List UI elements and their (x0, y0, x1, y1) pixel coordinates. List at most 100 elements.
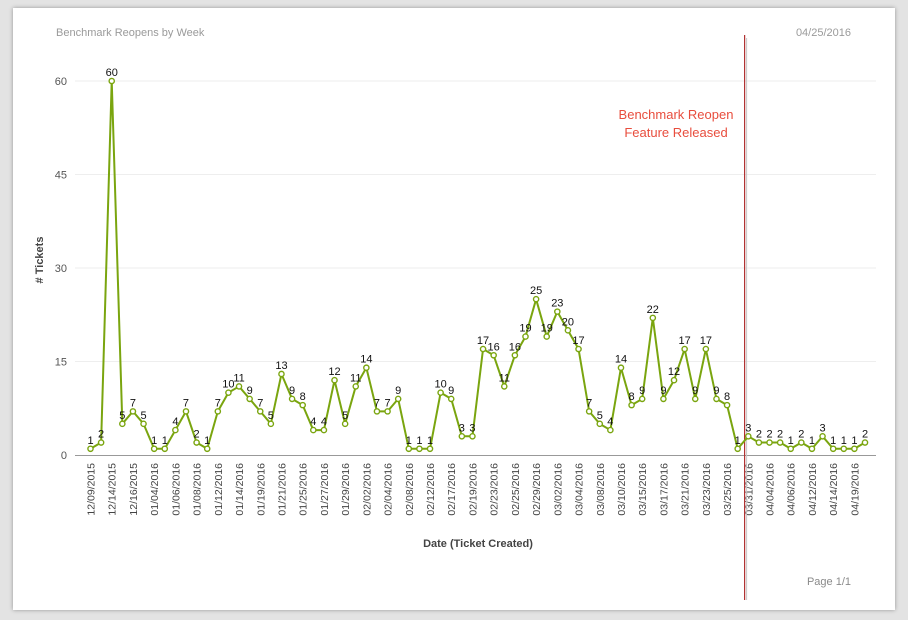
data-label: 17 (572, 335, 584, 347)
y-tick-label: 15 (55, 357, 67, 369)
data-label: 16 (488, 341, 500, 353)
data-point (267, 420, 275, 428)
data-label: 5 (268, 410, 274, 422)
data-point (702, 345, 710, 353)
x-tick-label: 03/23/2016 (701, 463, 713, 516)
x-tick-label: 03/02/2016 (552, 463, 564, 516)
data-point (607, 426, 614, 434)
data-point (235, 383, 243, 390)
x-tick-label: 02/08/2016 (404, 463, 416, 516)
data-label: 2 (766, 429, 772, 441)
data-point (713, 395, 720, 403)
data-point (140, 420, 147, 428)
data-label: 3 (819, 422, 825, 434)
report-page: Benchmark Reopens by Week 04/25/2016 Pag… (13, 8, 895, 610)
x-tick-label: 02/25/2016 (510, 463, 522, 516)
data-point (808, 445, 816, 453)
data-label: 2 (862, 429, 868, 441)
x-tick-label: 12/16/2015 (128, 463, 140, 516)
data-point (363, 364, 370, 372)
data-point (585, 408, 593, 415)
x-tick-label: 01/06/2016 (170, 463, 182, 516)
data-point (203, 445, 211, 453)
data-point (150, 445, 158, 453)
data-point (310, 426, 317, 434)
data-point (437, 389, 444, 396)
x-tick-label: 12/09/2015 (86, 463, 98, 516)
data-label: 17 (700, 335, 712, 347)
data-label: 3 (745, 422, 751, 434)
data-label: 1 (406, 435, 412, 447)
data-point (299, 401, 306, 409)
data-label: 22 (647, 304, 659, 316)
data-label: 16 (509, 341, 521, 353)
data-label: 25 (530, 285, 542, 297)
data-label: 2 (798, 429, 804, 441)
data-point (734, 445, 741, 453)
data-point (851, 445, 858, 453)
data-label: 7 (257, 397, 263, 409)
x-tick-label: 04/04/2016 (765, 463, 777, 516)
x-tick-label: 04/12/2016 (807, 463, 819, 516)
data-point (691, 395, 699, 403)
data-label: 8 (629, 391, 635, 403)
x-tick-label: 03/10/2016 (616, 463, 628, 516)
data-label: 7 (183, 397, 189, 409)
data-label: 9 (448, 385, 454, 397)
data-point (776, 439, 784, 446)
data-point (766, 439, 773, 446)
data-point (394, 395, 402, 403)
data-label: 8 (300, 391, 306, 403)
data-point (543, 333, 551, 340)
x-tick-label: 01/29/2016 (340, 463, 352, 516)
data-point (638, 395, 646, 403)
data-point (341, 420, 349, 428)
data-label: 2 (756, 429, 762, 441)
data-label: 1 (151, 435, 157, 447)
data-point (532, 295, 540, 303)
data-label: 4 (310, 416, 316, 428)
x-tick-label: 01/04/2016 (149, 463, 161, 516)
data-label: 1 (427, 435, 433, 447)
data-label: 3 (459, 422, 465, 434)
data-point (108, 77, 116, 85)
data-label: 1 (809, 435, 815, 447)
x-tick-label: 04/14/2016 (828, 463, 840, 516)
data-point (829, 445, 837, 453)
report-title: Benchmark Reopens by Week (56, 27, 205, 39)
y-tick-label: 60 (55, 76, 67, 88)
data-point (87, 445, 94, 453)
data-label: 14 (615, 354, 627, 366)
data-point (554, 308, 561, 315)
data-label: 1 (204, 435, 210, 447)
data-point (660, 395, 667, 403)
data-label: 9 (639, 385, 645, 397)
data-point (723, 401, 731, 409)
data-point (798, 439, 805, 446)
data-label: 9 (692, 385, 698, 397)
report-date: 04/25/2016 (795, 27, 851, 39)
data-point (193, 439, 200, 446)
data-label: 10 (222, 379, 234, 391)
data-point (596, 420, 604, 428)
data-label: 9 (395, 385, 401, 397)
x-tick-label: 03/25/2016 (722, 463, 734, 516)
series-line (89, 80, 866, 450)
annotation-text: Benchmark Reopen (619, 107, 734, 122)
data-label: 8 (724, 391, 730, 403)
data-label: 4 (172, 416, 178, 428)
data-point (458, 432, 466, 440)
x-tick-label: 01/25/2016 (298, 463, 310, 516)
data-point (479, 345, 487, 353)
data-label: 7 (586, 397, 592, 409)
data-point (214, 408, 222, 415)
data-point (182, 408, 190, 415)
data-label: 5 (140, 410, 146, 422)
x-tick-label: 03/17/2016 (658, 463, 670, 516)
y-tick-label: 30 (55, 263, 67, 275)
grid-lines (75, 80, 876, 362)
x-tick-label: 03/15/2016 (637, 463, 649, 516)
data-point (256, 408, 264, 415)
